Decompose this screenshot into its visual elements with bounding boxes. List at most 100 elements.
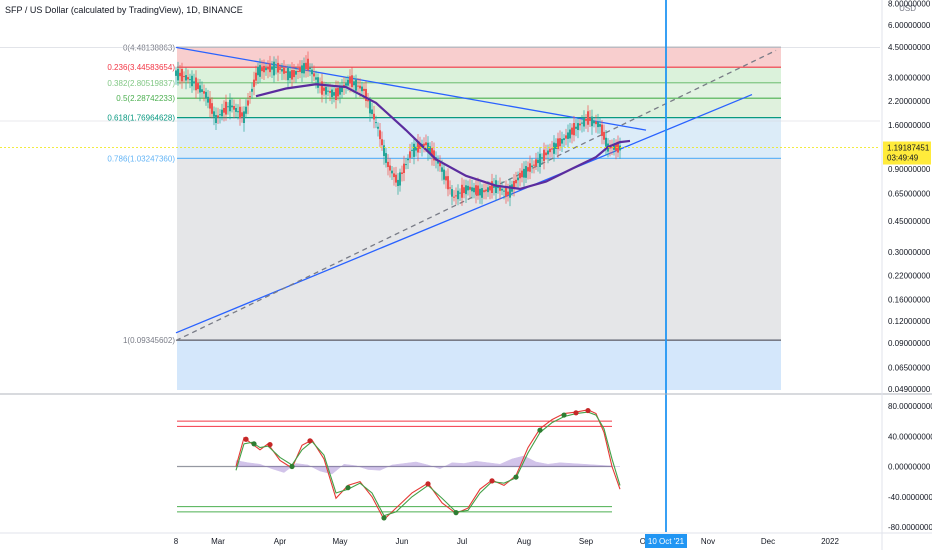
candle-body: [543, 149, 545, 162]
candle-body: [405, 164, 407, 166]
candle-body: [439, 162, 441, 167]
candle-body: [557, 138, 559, 150]
candle-body: [475, 185, 477, 195]
candle-body: [513, 181, 515, 188]
candle-body: [509, 185, 511, 198]
candle-body: [401, 172, 403, 175]
candle-body: [497, 186, 499, 189]
candle-body: [473, 187, 475, 193]
moving-average-line[interactable]: [255, 83, 631, 191]
candle-body: [455, 195, 457, 197]
time-tick-label: Jun: [396, 537, 409, 546]
candle-body: [443, 169, 445, 180]
candle-body: [231, 105, 233, 108]
candle-body: [597, 121, 599, 128]
candle-body: [389, 165, 391, 171]
candle-body: [257, 66, 259, 76]
candle-body: [437, 160, 439, 164]
candle-body: [325, 86, 327, 95]
price-tick-label: 4.50000000: [888, 43, 931, 52]
candle-body: [515, 179, 517, 184]
candle-body: [577, 123, 579, 131]
candle-body: [413, 143, 415, 157]
countdown-label: 03:49:49: [887, 154, 919, 163]
candle-body: [281, 69, 283, 72]
candle-body: [539, 153, 541, 167]
candle-body: [503, 190, 505, 192]
candle-body: [287, 67, 289, 81]
trendline-solid-0[interactable]: [175, 46, 647, 131]
candle-body: [207, 96, 209, 103]
candle-body: [483, 190, 485, 193]
candle-body: [591, 116, 593, 127]
candle-body: [571, 127, 573, 135]
fib-label: 1(0.09345602): [123, 336, 175, 345]
candle-body: [587, 111, 589, 125]
price-tick-label: 0.06500000: [888, 364, 931, 373]
price-tick-label: 0.09000000: [888, 339, 931, 348]
candle-body: [305, 62, 307, 70]
candle-body: [303, 63, 305, 74]
candle-body: [375, 122, 377, 124]
candle-body: [347, 79, 349, 86]
candle-body: [579, 123, 581, 126]
candle-body: [299, 67, 301, 72]
candle-body: [191, 75, 193, 87]
candle-body: [337, 87, 339, 97]
oscillator-tick-label: -40.00000000: [888, 493, 932, 502]
candle-body: [259, 65, 261, 77]
candle-body: [565, 135, 567, 139]
candle-body: [567, 132, 569, 139]
candle-body: [333, 92, 335, 96]
candle-body: [283, 68, 285, 74]
candle-body: [467, 185, 469, 191]
candle-body: [561, 138, 563, 144]
candle-body: [229, 99, 231, 112]
candle-body: [433, 150, 435, 161]
candle-body: [465, 185, 467, 195]
candle-body: [449, 187, 451, 189]
time-tick-label: Aug: [517, 537, 531, 546]
buy-signal-dot: [561, 412, 567, 418]
candle-body: [493, 185, 495, 188]
candle-body: [471, 187, 473, 192]
candle-body: [239, 106, 241, 119]
candle-body: [261, 67, 263, 72]
fib-zone-4: [177, 117, 781, 159]
trendline-solid-1[interactable]: [175, 93, 753, 334]
sell-signal-dot: [489, 478, 495, 484]
candle-body: [463, 187, 465, 194]
candle-body: [485, 189, 487, 192]
candle-body: [245, 106, 247, 114]
candle-body: [213, 111, 215, 117]
candle-body: [295, 71, 297, 75]
candle-body: [461, 184, 463, 198]
price-tick-label: 0.04900000: [888, 385, 931, 394]
candle-body: [357, 85, 359, 87]
candle-body: [599, 124, 601, 127]
date-marker-label: 10 Oct '21: [648, 537, 685, 546]
candle-body: [181, 68, 183, 82]
candle-body: [225, 101, 227, 115]
price-tick-label: 0.16000000: [888, 295, 931, 304]
candle-body: [533, 164, 535, 166]
candle-body: [175, 70, 177, 76]
candle-body: [273, 61, 275, 76]
candle-body: [399, 172, 401, 186]
candle-body: [317, 77, 319, 88]
candle-body: [525, 166, 527, 178]
candle-body: [529, 163, 531, 172]
time-tick-label: 8: [174, 537, 179, 546]
buy-signal-dot: [513, 474, 519, 480]
candle-body: [563, 138, 565, 141]
date-marker-tag[interactable]: [645, 534, 687, 548]
sell-signal-dot: [573, 410, 579, 416]
candle-body: [313, 73, 315, 77]
oscillator-tick-label: 0.00000000: [888, 463, 931, 472]
fib-label: 0.5(2.28742233): [116, 94, 175, 103]
candle-body: [297, 70, 299, 72]
candle-body: [601, 124, 603, 136]
candle-body: [203, 91, 205, 94]
currency-label: USD: [899, 4, 916, 13]
